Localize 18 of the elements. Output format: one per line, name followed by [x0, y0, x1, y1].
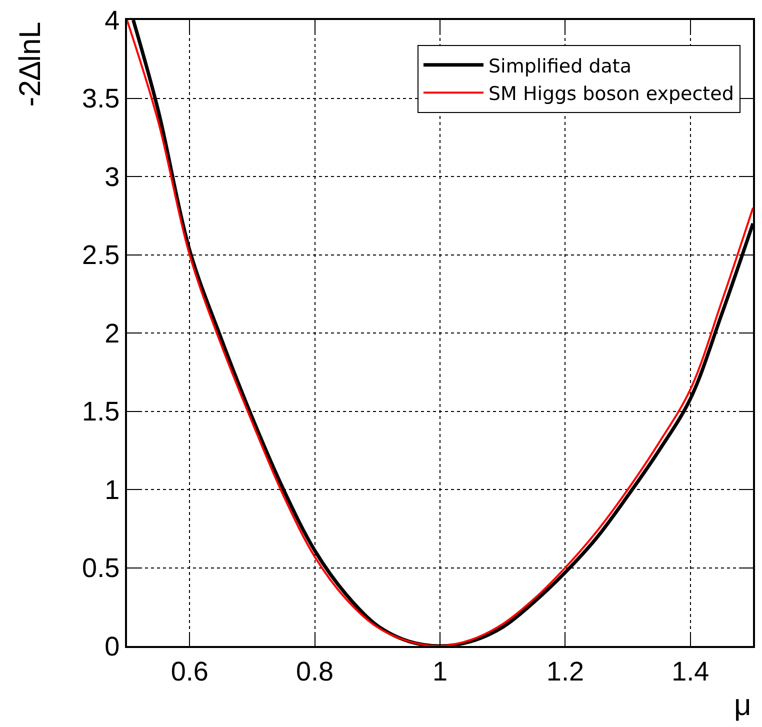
legend-label: Simplified data [488, 55, 632, 78]
x-tick-label: 1.2 [546, 656, 584, 686]
x-tick-label: 1.4 [672, 656, 710, 686]
y-tick-label: 0.5 [82, 553, 120, 584]
x-tick-label: 1 [432, 656, 448, 686]
y-tick-label: 0 [104, 631, 120, 662]
y-tick-label: 2.5 [82, 240, 120, 270]
y-tick-label: 1 [104, 474, 120, 505]
y-tick-label: 3 [104, 162, 120, 192]
y-tick-label: 4 [104, 5, 120, 36]
y-tick-label: 2 [104, 318, 120, 348]
y-axis-title: -2∆lnL [14, 22, 47, 107]
y-tick-label: 3.5 [82, 84, 120, 114]
x-tick-label: 0.6 [170, 656, 208, 686]
x-tick-label: 0.8 [296, 656, 334, 686]
y-tick-label: 1.5 [82, 396, 120, 427]
legend-label: SM Higgs boson expected [488, 83, 734, 105]
x-axis-title: μ [734, 689, 752, 722]
